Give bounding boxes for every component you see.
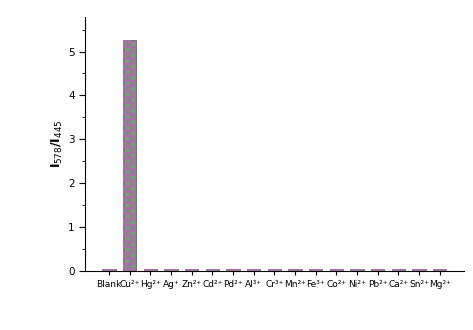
Bar <box>144 269 157 271</box>
Bar <box>392 269 405 271</box>
Bar <box>226 269 240 271</box>
Bar <box>392 269 405 271</box>
Bar <box>330 269 343 271</box>
Bar <box>371 269 385 271</box>
Bar <box>102 269 116 271</box>
Bar <box>288 269 302 271</box>
Bar <box>330 269 343 271</box>
Bar <box>144 269 157 271</box>
Bar <box>350 269 364 271</box>
Bar <box>247 269 261 271</box>
Bar <box>330 269 343 271</box>
Bar <box>288 269 302 271</box>
Bar <box>144 269 157 271</box>
Bar <box>268 269 281 271</box>
Bar <box>392 269 405 271</box>
Bar <box>268 269 281 271</box>
Bar <box>226 269 240 271</box>
Bar <box>412 269 426 271</box>
Bar <box>123 40 136 271</box>
Bar <box>433 269 447 271</box>
Bar <box>164 269 178 271</box>
Bar <box>185 269 198 271</box>
Bar <box>288 269 302 271</box>
Bar <box>102 269 116 271</box>
Bar <box>309 269 323 271</box>
Bar <box>309 269 323 271</box>
Bar <box>123 40 136 271</box>
Bar <box>185 269 198 271</box>
Bar <box>350 269 364 271</box>
Y-axis label: I$_{578}$/I$_{445}$: I$_{578}$/I$_{445}$ <box>50 119 65 168</box>
Bar <box>268 269 281 271</box>
Bar <box>412 269 426 271</box>
Bar <box>185 269 198 271</box>
Bar <box>206 269 219 271</box>
Bar <box>164 269 178 271</box>
Bar <box>309 269 323 271</box>
Bar <box>226 269 240 271</box>
Bar <box>412 269 426 271</box>
Bar <box>371 269 385 271</box>
Bar <box>433 269 447 271</box>
Bar <box>102 269 116 271</box>
Bar <box>206 269 219 271</box>
Bar <box>123 40 136 271</box>
Bar <box>206 269 219 271</box>
Bar <box>247 269 261 271</box>
Bar <box>350 269 364 271</box>
Bar <box>247 269 261 271</box>
Bar <box>164 269 178 271</box>
Bar <box>371 269 385 271</box>
Bar <box>433 269 447 271</box>
